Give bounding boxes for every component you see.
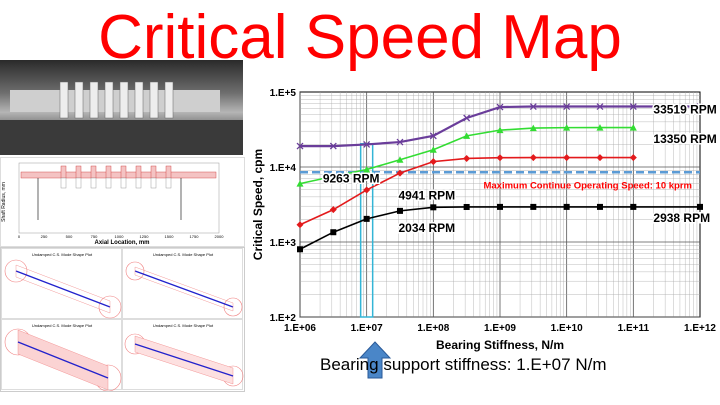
shaft-xlabel: Axial Location, mm [94, 240, 149, 246]
data-point [630, 203, 637, 210]
data-point [463, 132, 471, 139]
rotor-photo-graphic [0, 81, 243, 155]
data-point [296, 142, 304, 150]
shaft-geometry-plot: Shaft Radius, mm 0 250 500 750 1000 1250 1500 1… [0, 157, 245, 247]
data-point [563, 124, 571, 131]
data-point [363, 140, 371, 148]
x-tick-label: 1.E+08 [417, 323, 449, 334]
data-point [697, 203, 703, 210]
data-point [529, 103, 537, 110]
data-point [330, 229, 337, 236]
shaft-tick-label: 1500 [165, 234, 175, 239]
data-point [329, 142, 337, 150]
stiffness-caption: Bearing support stiffness: 1.E+07 N/m [320, 355, 607, 374]
value-annotation: 9263 RPM [323, 172, 380, 186]
data-point [563, 103, 571, 110]
data-point [629, 103, 637, 110]
value-annotation: 13350 RPM [653, 132, 716, 146]
shaft-ylabel: Shaft Radius, mm [1, 182, 7, 222]
data-point [429, 132, 437, 140]
x-tick-label: 1.E+11 [618, 323, 650, 334]
mode-shape-plots: Undamped C.S. Mode Shape Plot Undamped C… [0, 247, 245, 392]
mode-plot-title: Undamped C.S. Mode Shape Plot [32, 252, 93, 257]
value-annotation: 4941 RPM [398, 188, 455, 202]
data-point [296, 221, 304, 229]
value-annotation: 33519 RPM [653, 102, 716, 116]
data-point [463, 154, 471, 162]
mode-plot-title: Undamped C.S. Mode Shape Plot [32, 323, 93, 328]
data-point [363, 165, 371, 173]
data-point [297, 246, 303, 253]
data-point [363, 186, 371, 194]
y-tick-label: 1.E+2 [270, 313, 297, 324]
mode-plot-title: Undamped C.S. Mode Shape Plot [153, 323, 214, 328]
data-point [497, 203, 503, 210]
data-point [596, 103, 604, 110]
y-tick-label: 1.E+5 [270, 88, 297, 99]
series-line-mode-4 [300, 105, 700, 148]
critical-speed-chart-svg: 1.E+06 1.E+07 1.E+08 1.E+09 1.E+10 1.E+11 1.E+… [251, 88, 718, 352]
mode-shape-plot-4: Undamped C.S. Mode Shape Plot [122, 319, 244, 390]
data-point [696, 103, 704, 110]
data-point [429, 158, 437, 166]
shaft-tick-label: 500 [66, 234, 73, 239]
shaft-tick-label: 0 [18, 234, 21, 239]
y-tick-label: 1.E+4 [270, 163, 297, 174]
data-point [430, 204, 437, 211]
y-axis-label: Critical Speed, cpm [251, 149, 265, 260]
data-point [563, 203, 570, 210]
critical-speed-chart: 1.E+06 1.E+07 1.E+08 1.E+09 1.E+10 1.E+11 1.E+… [248, 84, 720, 360]
mode-shape-plot-2: Undamped C.S. Mode Shape Plot [122, 248, 243, 319]
shaft-tick-label: 750 [91, 234, 98, 239]
x-tick-label: 1.E+09 [484, 323, 516, 334]
data-point [396, 156, 404, 163]
data-point [463, 114, 471, 122]
data-point [529, 124, 537, 132]
mode-plot-title: Undamped C.S. Mode Shape Plot [153, 252, 214, 257]
data-point [563, 154, 571, 162]
value-annotation: 2938 RPM [653, 211, 710, 225]
data-point [629, 124, 637, 131]
data-point [396, 169, 404, 177]
data-point [596, 203, 603, 210]
series-line-mode-1 [299, 206, 700, 250]
mode-shape-plot-3: Undamped C.S. Mode Shape Plot [1, 319, 122, 392]
x-tick-label: 1.E+06 [284, 323, 316, 334]
data-point [296, 180, 304, 187]
data-point [329, 172, 337, 180]
up-arrow-icon [358, 340, 392, 385]
x-tick-label: 1.E+07 [351, 323, 383, 334]
data-point [496, 103, 504, 111]
data-point [530, 203, 537, 210]
y-tick-label: 1.E+3 [270, 238, 297, 249]
data-point [396, 207, 403, 214]
mcos-label: Maximum Continue Operating Speed: 10 kpr… [483, 180, 692, 191]
data-point [429, 146, 437, 153]
data-point [529, 154, 537, 162]
shaft-tick-label: 250 [41, 234, 48, 239]
shaft-tick-label: 1250 [140, 234, 150, 239]
shaft-tick-label: 1750 [190, 234, 200, 239]
data-point [496, 126, 504, 134]
value-annotation: 2034 RPM [398, 221, 455, 235]
x-tick-label: 1.E+12 [684, 323, 716, 334]
shaft-tick-label: 1000 [115, 234, 125, 239]
data-point [629, 154, 637, 162]
data-point [329, 206, 337, 214]
data-point [363, 215, 370, 222]
data-point [496, 154, 504, 162]
rotor-photo [0, 60, 243, 155]
shaft-tick-label: 2000 [215, 234, 225, 239]
x-axis-label: Bearing Stiffness, N/m [436, 338, 564, 352]
data-point [463, 203, 470, 210]
data-point [596, 154, 604, 162]
data-point [396, 138, 404, 146]
data-point [596, 124, 604, 131]
mode-shape-plot-1: Undamped C.S. Mode Shape Plot [1, 248, 122, 319]
x-tick-label: 1.E+10 [551, 323, 583, 334]
